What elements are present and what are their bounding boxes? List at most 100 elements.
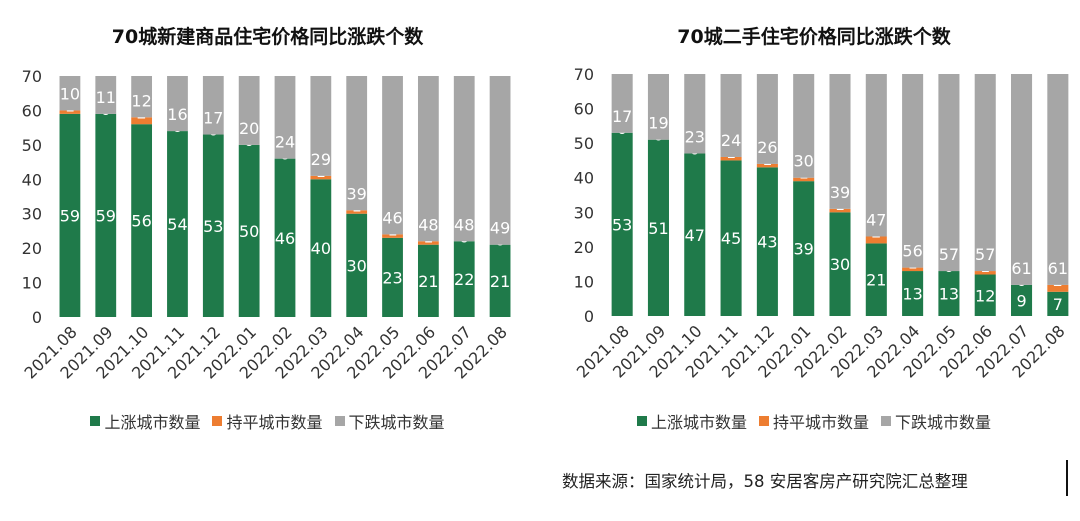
y-tick-label: 70 <box>22 67 42 86</box>
bar-segment <box>720 74 742 157</box>
legend-item-down: 下跌城市数量 <box>334 409 445 433</box>
bar-segment <box>95 113 117 317</box>
legend-label-down: 下跌城市数量 <box>895 413 992 432</box>
data-label: 13 <box>902 285 922 304</box>
data-label: 10 <box>60 84 80 103</box>
legend-item-flat: 持平城市数量 <box>758 409 869 433</box>
bar-segment <box>59 110 81 114</box>
bar-segment <box>865 243 887 316</box>
legend-swatch-flat <box>758 416 769 426</box>
bar-segment <box>202 76 224 135</box>
bar-segment <box>720 160 742 316</box>
data-label: 22 <box>454 270 474 289</box>
data-label: 9 <box>1016 291 1026 310</box>
chart-title-new-homes: 70城新建商品住宅价格同比涨跌个数 <box>111 26 424 48</box>
data-label: 46 <box>275 229 295 248</box>
bar-segment <box>647 139 669 316</box>
bar-segment <box>684 74 706 154</box>
y-tick-label: 10 <box>574 272 594 291</box>
bar-segment <box>756 167 778 316</box>
bar-segment <box>95 76 117 114</box>
y-tick-label: 30 <box>22 205 42 224</box>
bar-segment <box>865 236 887 244</box>
data-label: 50 <box>239 222 259 241</box>
bar-segment <box>382 237 403 317</box>
bar-segment <box>829 208 851 213</box>
bar-segment <box>974 274 996 316</box>
chart-title-resale-homes: 70城二手住宅价格同比涨跌个数 <box>677 26 951 48</box>
data-label: 11 <box>96 88 116 107</box>
bar-segment <box>417 244 439 317</box>
data-label: 23 <box>382 268 402 287</box>
data-label: 49 <box>490 219 510 238</box>
bar-segment <box>131 124 153 317</box>
data-label: 20 <box>239 119 259 138</box>
bar-segment <box>167 131 188 317</box>
bar-segment <box>720 156 742 161</box>
bar-segment <box>1011 284 1033 316</box>
bar-segment <box>131 76 153 118</box>
data-label: 51 <box>648 219 668 238</box>
bar-segment <box>346 210 368 214</box>
y-tick-label: 40 <box>22 170 42 189</box>
legend-label-flat: 持平城市数量 <box>226 413 323 432</box>
y-tick-label: 50 <box>22 136 42 155</box>
bar-segment <box>756 74 778 164</box>
data-label: 61 <box>1011 259 1031 278</box>
legend-label-up: 上涨城市数量 <box>650 413 747 432</box>
legend-swatch-flat <box>212 416 223 426</box>
bar-segment <box>417 76 439 242</box>
legend-resale-homes: 上涨城市数量 持平城市数量 下跌城市数量 <box>548 409 1080 433</box>
data-label: 16 <box>167 105 187 124</box>
chart-panel-resale-homes: 70城二手住宅价格同比涨跌个数 010203040506070530172021… <box>548 0 1080 470</box>
y-tick-label: 60 <box>574 100 594 119</box>
data-label: 53 <box>612 215 632 234</box>
data-label: 19 <box>648 114 668 133</box>
legend-swatch-down <box>334 416 345 426</box>
data-label: 21 <box>418 272 438 291</box>
data-label: 7 <box>1053 295 1063 314</box>
bar-segment <box>756 163 778 168</box>
legend-item-flat: 持平城市数量 <box>212 409 323 433</box>
chart-resale-homes: 010203040506070530172021.08510192021.094… <box>573 65 1069 382</box>
legend-swatch-up <box>636 416 647 426</box>
data-label: 40 <box>311 239 331 258</box>
data-label: 30 <box>830 255 850 274</box>
bar-segment <box>346 76 368 211</box>
data-label: 21 <box>490 272 510 291</box>
bar-segment <box>453 241 475 317</box>
bar-segment <box>59 113 81 317</box>
legend-new-homes: 上涨城市数量 持平城市数量 下跌城市数量 <box>0 409 535 433</box>
data-label: 23 <box>685 128 705 147</box>
bar-segment <box>611 74 633 133</box>
data-label: 61 <box>1048 259 1068 278</box>
bar-segment <box>974 271 996 275</box>
bar-segment <box>902 74 924 268</box>
y-tick-label: 0 <box>584 307 594 326</box>
data-label: 12 <box>975 286 995 305</box>
bar-segment <box>310 179 332 317</box>
data-label: 59 <box>96 206 116 225</box>
bar-segment <box>274 76 296 159</box>
bar-segment <box>1047 74 1069 285</box>
y-tick-label: 20 <box>574 238 594 257</box>
data-label: 30 <box>347 256 367 275</box>
data-label: 17 <box>612 107 632 126</box>
legend-label-flat: 持平城市数量 <box>772 413 869 432</box>
source-note: 数据来源：国家统计局，58 安居客房产研究院汇总整理 <box>562 472 968 491</box>
bar-segment <box>684 153 706 316</box>
data-label: 24 <box>721 131 741 150</box>
y-tick-label: 60 <box>22 101 42 120</box>
data-label: 43 <box>757 233 777 252</box>
bar-segment <box>902 267 924 272</box>
legend-item-down: 下跌城市数量 <box>881 409 991 433</box>
chart-panel-new-homes: 70城新建商品住宅价格同比涨跌个数 0102030405060705911020… <box>0 0 535 470</box>
data-label: 39 <box>830 183 850 202</box>
data-label: 45 <box>721 229 741 248</box>
bar-segment <box>346 213 368 317</box>
bar-segment <box>382 76 403 235</box>
data-label: 47 <box>866 210 886 229</box>
legend-label-down: 下跌城市数量 <box>348 413 445 432</box>
bar-segment <box>611 132 633 316</box>
data-label: 39 <box>347 184 367 203</box>
